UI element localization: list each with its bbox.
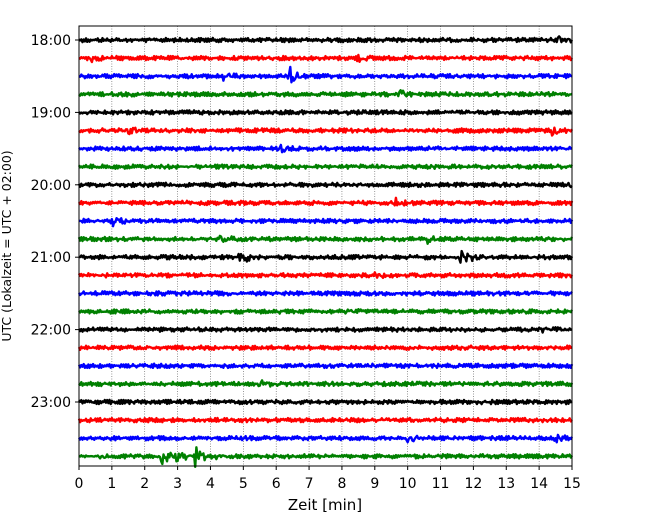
seismic-trace — [78, 89, 573, 98]
plot-frame — [78, 25, 573, 467]
trace-group — [77, 35, 574, 468]
seismic-trace — [77, 181, 573, 189]
x-tick-label: 11 — [432, 476, 450, 492]
x-tick-label: 2 — [140, 476, 149, 492]
seismic-trace — [78, 379, 574, 388]
seismic-trace — [77, 196, 574, 207]
seismic-trace — [78, 398, 573, 406]
seismic-trace — [77, 326, 573, 334]
y-tick-label: 23:00 — [31, 395, 71, 411]
seismic-trace — [77, 433, 574, 444]
seismic-trace — [78, 446, 574, 468]
x-tick-label: 1 — [107, 476, 116, 492]
y-tick-label: 20:00 — [31, 178, 71, 194]
x-tick-label: 6 — [272, 476, 281, 492]
seismic-trace — [77, 416, 573, 424]
x-tick-label: 8 — [337, 476, 346, 492]
x-tick-label: 7 — [305, 476, 314, 492]
x-tick-label: 13 — [497, 476, 515, 492]
x-tick-label: 3 — [173, 476, 182, 492]
y-tick-label: 19:00 — [31, 105, 71, 121]
seismic-trace — [77, 344, 573, 351]
x-tick-label: 12 — [464, 476, 482, 492]
seismic-trace — [78, 53, 574, 64]
y-tick-label: 21:00 — [31, 250, 71, 266]
x-axis-label: Zeit [min] — [288, 496, 362, 514]
seismic-trace — [78, 126, 574, 137]
y-tick-label: 18:00 — [31, 33, 71, 49]
x-tick-label: 10 — [399, 476, 417, 492]
seismic-trace — [77, 163, 574, 170]
seismic-trace — [77, 234, 574, 245]
y-axis-label: UTC (Lokalzeit = UTC + 02:00) — [0, 150, 14, 341]
seismic-trace — [78, 109, 573, 116]
seismic-trace — [77, 362, 574, 370]
seismic-trace — [77, 290, 573, 297]
x-tick-label: 5 — [239, 476, 248, 492]
x-axis-ticks: 0 1 2 3 4 5 6 7 8 9 10 11 12 13 14 15 — [75, 466, 581, 492]
seismic-trace — [78, 249, 574, 264]
seismic-trace — [78, 143, 573, 154]
x-tick-label: 15 — [563, 476, 581, 492]
seismic-trace — [78, 35, 574, 44]
x-tick-label: 14 — [530, 476, 548, 492]
x-tick-label: 4 — [206, 476, 215, 492]
seismic-trace — [77, 271, 574, 280]
minute-grid — [111, 26, 540, 466]
seismic-trace — [78, 307, 574, 315]
y-axis-ticks: 18:00 19:00 20:00 21:00 22:00 23:00 — [31, 33, 79, 411]
seismic-trace — [78, 216, 574, 228]
x-tick-label: 0 — [75, 476, 84, 492]
seismic-trace — [78, 65, 573, 84]
y-tick-label: 22:00 — [31, 323, 71, 339]
x-tick-label: 9 — [370, 476, 379, 492]
